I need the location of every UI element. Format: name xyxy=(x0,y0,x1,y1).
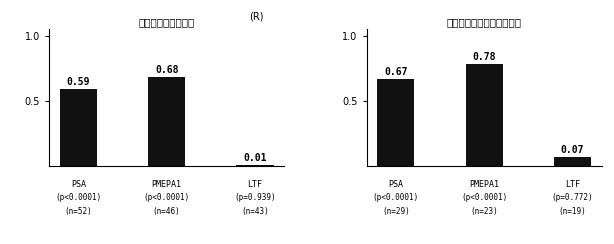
Text: LTF: LTF xyxy=(565,180,580,189)
Text: 0.07: 0.07 xyxy=(561,145,585,155)
Bar xyxy=(148,77,185,166)
Bar xyxy=(60,89,97,166)
Text: 0.78: 0.78 xyxy=(472,52,496,62)
Text: 0.68: 0.68 xyxy=(155,65,179,75)
Text: (p<0.0001): (p<0.0001) xyxy=(373,193,419,202)
Bar xyxy=(236,165,274,166)
Text: (n=29): (n=29) xyxy=(382,207,410,216)
Text: (n=52): (n=52) xyxy=(64,207,92,216)
Bar xyxy=(377,79,414,166)
Text: (n=46): (n=46) xyxy=(153,207,181,216)
Text: (p<0.0001): (p<0.0001) xyxy=(55,193,101,202)
Text: (p<0.0001): (p<0.0001) xyxy=(461,193,507,202)
Text: (p=0.772): (p=0.772) xyxy=(551,193,593,202)
Bar xyxy=(465,64,503,166)
Text: (p<0.0001): (p<0.0001) xyxy=(144,193,190,202)
Text: PMEPA1: PMEPA1 xyxy=(152,180,182,189)
Text: PMEPA1: PMEPA1 xyxy=(469,180,499,189)
Text: 0.59: 0.59 xyxy=(66,77,90,87)
Text: LTF: LTF xyxy=(247,180,263,189)
Text: (n=19): (n=19) xyxy=(559,207,586,216)
Title: 融合転写産物（＋）: 融合転写産物（＋） xyxy=(139,17,195,27)
Text: 0.67: 0.67 xyxy=(384,67,408,77)
Title: 高融合転写産物（＋＋＋）: 高融合転写産物（＋＋＋） xyxy=(446,17,522,27)
Text: (R): (R) xyxy=(249,11,263,21)
Bar xyxy=(554,157,591,166)
Text: PSA: PSA xyxy=(71,180,86,189)
Text: (n=23): (n=23) xyxy=(470,207,498,216)
Text: 0.01: 0.01 xyxy=(243,153,266,163)
Text: (n=43): (n=43) xyxy=(241,207,269,216)
Text: (p=0.939): (p=0.939) xyxy=(234,193,276,202)
Text: PSA: PSA xyxy=(388,180,403,189)
